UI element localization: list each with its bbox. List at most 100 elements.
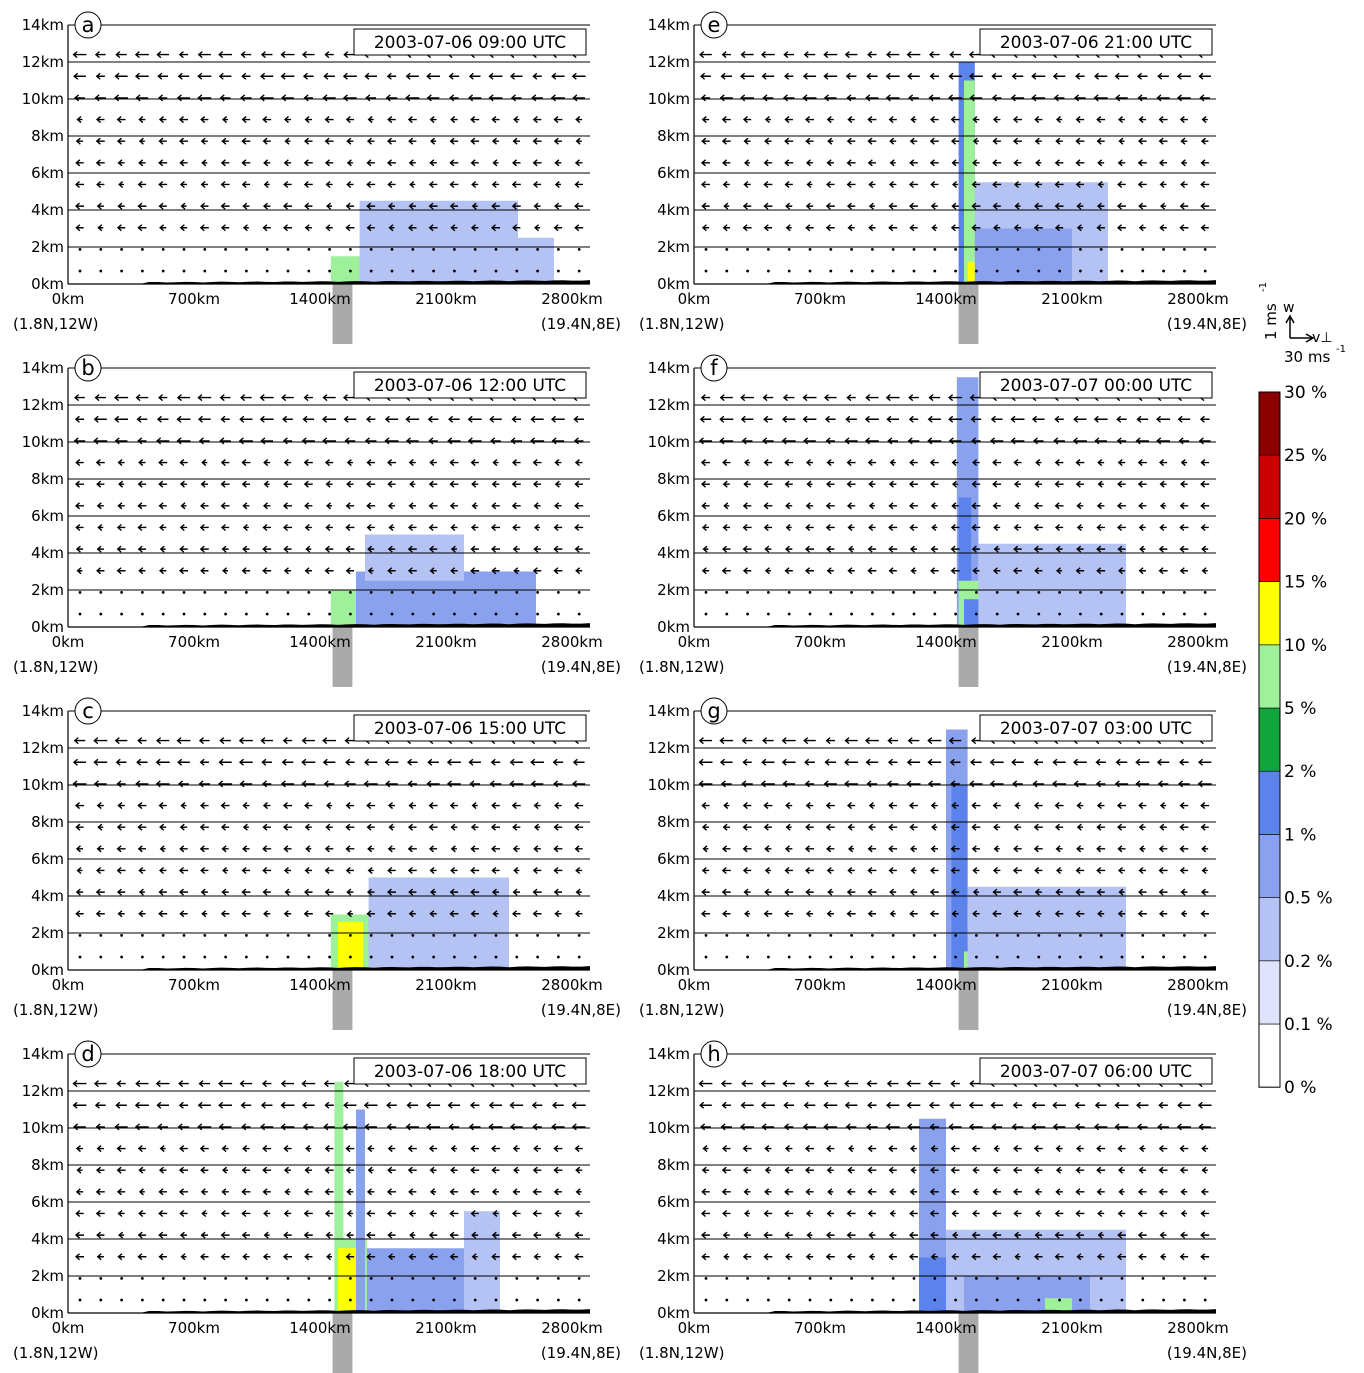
wind-arrow xyxy=(1033,823,1043,831)
wind-arrow xyxy=(888,202,897,210)
wind-arrow xyxy=(117,159,125,167)
wind-arrow xyxy=(242,523,249,532)
wind-arrow xyxy=(450,823,458,831)
wind-arrow xyxy=(533,1145,541,1153)
wind-arrow xyxy=(888,567,897,575)
wind-arrow xyxy=(1159,224,1167,232)
wind-arrow xyxy=(116,1080,126,1088)
wind-dot xyxy=(704,934,708,937)
wind-arrow xyxy=(1158,910,1168,918)
wind-arrow xyxy=(345,116,354,124)
wind-arrow xyxy=(450,116,458,124)
wind-arrow xyxy=(846,1231,856,1239)
wind-arrow xyxy=(491,480,500,488)
x-tick-label: 0km xyxy=(678,1319,711,1337)
wind-arrow xyxy=(887,758,898,766)
wind-arrow xyxy=(1076,502,1084,510)
wind-arrow xyxy=(448,415,460,423)
wind-arrow xyxy=(971,523,981,532)
wind-dot xyxy=(349,934,352,937)
wind-arrow xyxy=(1138,866,1147,875)
wind-dot xyxy=(829,934,833,937)
wind-arrow xyxy=(326,1253,333,1261)
y-tick-label: 12km xyxy=(22,739,64,757)
wind-arrow xyxy=(137,823,147,831)
wind-arrow xyxy=(907,1123,920,1131)
wind-arrow xyxy=(135,394,149,402)
wind-arrow xyxy=(283,1166,291,1174)
y-tick-label: 10km xyxy=(22,90,64,108)
wind-arrow xyxy=(909,823,918,831)
contour-region xyxy=(974,228,1072,284)
wind-dot xyxy=(307,955,311,959)
wind-arrow xyxy=(96,502,104,510)
wind-arrow xyxy=(551,437,565,445)
wind-arrow xyxy=(262,523,271,532)
wind-vectors xyxy=(72,737,586,959)
wind-arrow xyxy=(784,72,794,80)
wind-arrow xyxy=(554,1253,562,1261)
wind-arrow xyxy=(930,866,939,875)
wind-arrow xyxy=(1197,758,1212,766)
wind-arrow xyxy=(742,823,752,831)
wind-arrow xyxy=(158,1166,167,1174)
wind-dot xyxy=(725,934,729,937)
wind-arrow xyxy=(845,415,857,423)
wind-dot xyxy=(1099,269,1103,273)
wind-arrow xyxy=(823,72,838,80)
wind-arrow xyxy=(909,802,918,810)
wind-arrow xyxy=(366,502,376,510)
wind-arrow xyxy=(1117,180,1126,189)
wind-dot xyxy=(891,1298,895,1302)
wind-arrow xyxy=(907,72,920,80)
wind-arrow xyxy=(511,1253,521,1261)
wind-dot xyxy=(787,1277,791,1280)
wind-arrow xyxy=(763,202,773,210)
wind-arrow xyxy=(116,224,126,232)
x-tick-label: 2100km xyxy=(415,1319,476,1337)
wind-dot xyxy=(1079,269,1082,273)
wind-arrow xyxy=(721,137,731,145)
wind-arrow xyxy=(137,1145,146,1153)
wind-arrow xyxy=(1200,523,1209,532)
wind-arrow xyxy=(117,459,125,467)
wind-dot xyxy=(577,955,581,959)
wind-arrow xyxy=(283,1231,292,1239)
wind-dot xyxy=(829,955,833,959)
wind-arrow xyxy=(1179,224,1189,232)
y-tick-label: 10km xyxy=(22,1119,64,1137)
wind-arrow xyxy=(1095,780,1106,788)
wind-arrow xyxy=(948,394,963,402)
wind-dot xyxy=(78,591,82,594)
wind-arrow xyxy=(927,737,942,745)
wind-arrow xyxy=(262,1145,272,1153)
wind-arrow xyxy=(449,459,459,467)
wind-arrow xyxy=(784,137,794,145)
wind-arrow xyxy=(950,1166,960,1174)
y-tick-label: 8km xyxy=(31,813,64,831)
wind-arrow xyxy=(908,1231,918,1239)
wind-arrow xyxy=(993,545,1000,553)
wind-arrow xyxy=(1118,1188,1125,1196)
wind-arrow xyxy=(428,545,438,553)
wind-dot xyxy=(141,1298,144,1302)
timestamp-box xyxy=(979,371,1213,399)
wind-dot xyxy=(746,269,749,273)
wind-arrow xyxy=(701,137,710,145)
wind-arrow xyxy=(1034,1253,1043,1261)
wind-dot xyxy=(912,269,916,273)
wind-dot xyxy=(1058,269,1061,273)
wind-arrow xyxy=(1054,823,1064,831)
wind-arrow xyxy=(116,1166,126,1174)
wind-arrow xyxy=(96,567,105,575)
wind-arrow xyxy=(322,437,336,445)
wind-arrow xyxy=(742,1145,752,1153)
wind-arrow xyxy=(238,437,253,445)
wind-arrow xyxy=(283,910,292,918)
terrain xyxy=(68,623,590,627)
wind-arrow xyxy=(241,1209,251,1218)
wind-arrow xyxy=(1076,224,1083,232)
wind-arrow xyxy=(218,72,232,80)
wind-arrow xyxy=(992,1231,1002,1239)
wind-arrow xyxy=(178,137,188,145)
